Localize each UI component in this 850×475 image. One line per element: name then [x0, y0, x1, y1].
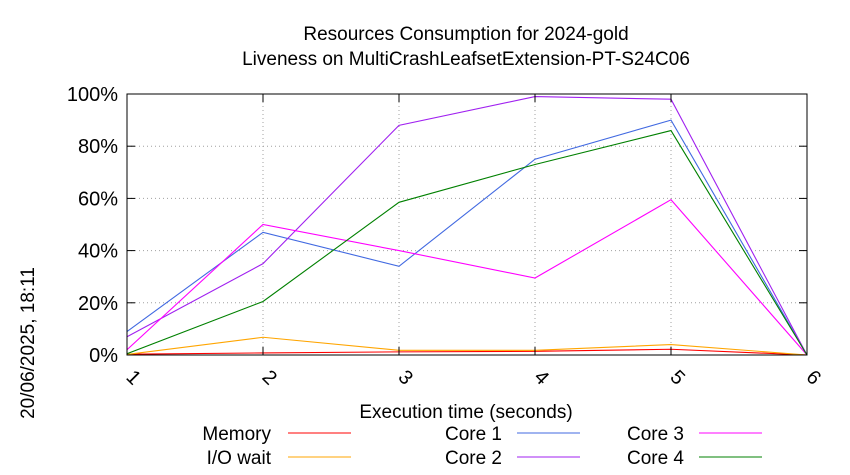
chart-subtitle: Liveness on MultiCrashLeafsetExtension-P… — [242, 49, 690, 70]
y-tick-label: 60% — [78, 188, 118, 210]
legend-label-i-o-wait: I/O wait — [207, 448, 272, 469]
legend: Memory I/O wait Core 1 Core 2 Core 3 Core 4 — [202, 424, 762, 469]
series-line-core-1 — [126, 119, 808, 356]
x-axis-ticks: 1 2 3 4 5 6 — [122, 94, 825, 389]
series-lines — [126, 96, 808, 356]
series-line-core-4 — [126, 129, 808, 356]
x-tick-label: 5 — [666, 366, 689, 389]
legend-label-core-3: Core 3 — [627, 424, 684, 445]
grid-lines — [127, 94, 807, 355]
y-tick-label: 20% — [78, 293, 118, 315]
x-tick-label: 1 — [122, 366, 145, 389]
y-tick-label: 100% — [67, 84, 118, 106]
x-tick-label: 4 — [530, 366, 553, 389]
timestamp-label: 20/06/2025, 18:11 — [18, 267, 39, 419]
series-line-core-3 — [126, 199, 808, 356]
y-tick-label: 40% — [78, 241, 118, 263]
plot-frame — [126, 93, 808, 356]
y-tick-label: 80% — [78, 136, 118, 158]
chart-title: Resources Consumption for 2024-gold — [303, 24, 628, 45]
x-tick-label: 6 — [802, 366, 825, 389]
y-axis-ticks: 0% 20% 40% 60% 80% 100% — [67, 84, 807, 367]
x-tick-label: 2 — [258, 366, 281, 389]
series-line-memory — [126, 348, 808, 356]
series-line-i-o-wait — [126, 336, 808, 356]
x-tick-label: 3 — [394, 366, 417, 389]
legend-label-core-1: Core 1 — [445, 424, 502, 445]
x-axis-label: Execution time (seconds) — [359, 402, 572, 423]
legend-label-memory: Memory — [202, 424, 271, 445]
legend-label-core-4: Core 4 — [627, 448, 684, 469]
series-line-core-2 — [126, 96, 808, 356]
legend-label-core-2: Core 2 — [445, 448, 502, 469]
y-tick-label: 0% — [89, 345, 118, 367]
